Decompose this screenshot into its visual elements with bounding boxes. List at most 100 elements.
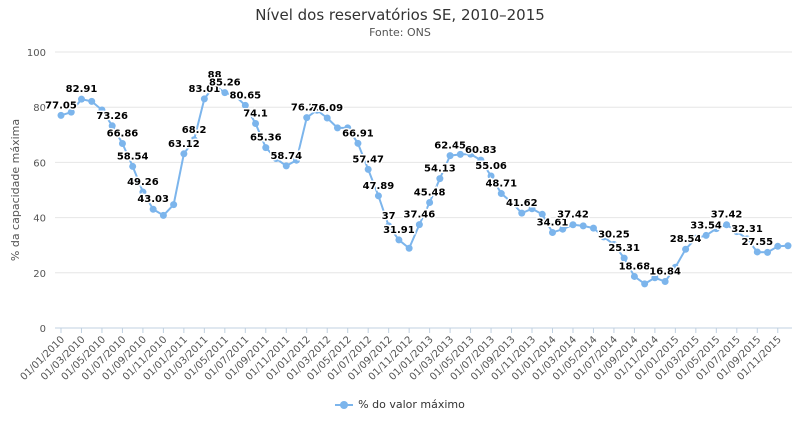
data-point[interactable] [67,108,75,116]
chart-title: Nível dos reservatórios SE, 2010–2015 [255,6,545,24]
y-tick-label: 60 [33,158,46,169]
data-point[interactable] [395,236,403,244]
data-point[interactable] [764,248,772,256]
data-label: 32.31 [731,224,763,235]
data-point[interactable] [753,248,761,256]
data-point[interactable] [426,198,434,206]
series-line [60,84,789,285]
data-label: 60.83 [465,145,497,156]
data-point[interactable] [77,95,85,103]
data-point[interactable] [221,89,229,97]
data-label: 49.26 [127,177,159,188]
data-point[interactable] [303,114,311,122]
data-point[interactable] [241,101,249,109]
data-label: 65.36 [250,133,282,144]
data-label: 45.48 [414,187,446,198]
data-point[interactable] [405,244,413,252]
data-point[interactable] [682,245,690,253]
data-point[interactable] [344,124,352,132]
data-point[interactable] [671,263,679,271]
data-point[interactable] [436,175,444,183]
data-point[interactable] [231,92,239,100]
legend[interactable]: % do valor máximo [0,398,800,411]
data-point[interactable] [446,152,454,160]
data-point[interactable] [293,156,301,164]
data-label: 47.89 [363,181,395,192]
data-point[interactable] [630,272,638,280]
data-point[interactable] [589,224,597,232]
data-label: 16.84 [649,267,681,278]
data-point[interactable] [159,211,167,219]
data-point[interactable] [190,136,198,144]
data-point[interactable] [364,165,372,173]
data-point[interactable] [139,188,147,196]
data-point[interactable] [415,221,423,229]
data-point[interactable] [333,124,341,132]
data-point[interactable] [98,106,106,114]
data-point[interactable] [548,228,556,236]
data-point[interactable] [661,278,669,286]
data-label: 25.31 [608,243,640,254]
y-tick-label: 80 [33,103,46,114]
data-label: 43.03 [137,194,169,205]
data-point[interactable] [129,162,137,170]
data-point[interactable] [610,241,618,249]
data-point[interactable] [518,209,526,217]
data-point[interactable] [108,122,116,130]
data-point[interactable] [262,144,270,152]
data-point[interactable] [743,235,751,243]
data-point[interactable] [712,225,720,233]
data-label: 62.45 [434,141,466,152]
data-point[interactable] [487,172,495,180]
data-point[interactable] [538,210,546,218]
data-point[interactable] [569,221,577,229]
data-label: 37 [382,211,396,222]
data-point[interactable] [477,156,485,164]
data-point[interactable] [323,114,331,122]
data-point[interactable] [784,242,792,250]
legend-marker-icon [335,400,354,410]
data-point[interactable] [702,231,710,239]
data-label: 82.91 [66,84,98,95]
data-label: 68.2 [182,125,207,136]
data-point[interactable] [313,106,321,114]
data-point[interactable] [374,192,382,200]
data-point[interactable] [149,205,157,213]
data-point[interactable] [620,254,628,262]
data-label: 74.1 [243,108,268,119]
data-point[interactable] [497,190,505,198]
data-point[interactable] [723,221,731,229]
data-point[interactable] [579,222,587,230]
data-point[interactable] [272,155,280,163]
y-tick-label: 40 [33,214,46,225]
data-point[interactable] [57,111,65,119]
data-point[interactable] [180,150,188,158]
data-point[interactable] [528,205,536,213]
data-point[interactable] [508,198,516,206]
data-point[interactable] [456,150,464,158]
data-label: 18.68 [619,261,651,272]
data-point[interactable] [385,222,393,230]
data-point[interactable] [211,81,219,89]
data-point[interactable] [282,162,290,170]
data-point[interactable] [354,139,362,147]
data-label: 66.86 [107,128,139,139]
data-label: 76.23 [291,103,323,114]
data-point[interactable] [641,280,649,288]
data-point[interactable] [467,150,475,158]
data-point[interactable] [651,274,659,282]
data-point[interactable] [733,228,741,236]
data-point[interactable] [692,234,700,242]
data-point[interactable] [170,201,178,209]
data-point[interactable] [88,97,96,105]
data-point[interactable] [252,119,260,127]
data-point[interactable] [559,225,567,233]
data-point[interactable] [118,139,126,147]
y-axis-label: % da capacidade máxima [9,119,22,261]
data-point[interactable] [600,233,608,241]
data-point[interactable] [774,242,782,250]
data-label: 37.42 [711,210,743,221]
data-label: 58.54 [117,151,149,162]
data-point[interactable] [200,95,208,103]
